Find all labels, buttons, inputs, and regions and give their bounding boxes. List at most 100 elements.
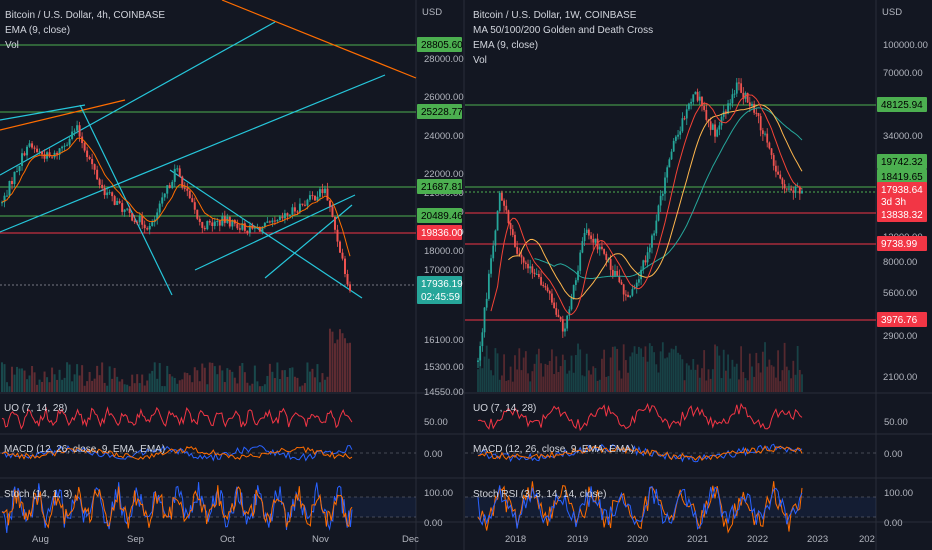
- left-candle: [158, 203, 161, 213]
- left-volume-bar: [86, 381, 89, 392]
- right-volume-bar: [766, 366, 769, 392]
- left-volume-bar: [126, 384, 129, 392]
- right-volume-bar: [535, 354, 538, 392]
- left-candle: [263, 222, 266, 227]
- right-candle: [540, 277, 542, 285]
- left-volume-bar: [271, 371, 274, 392]
- left-volume-bar: [6, 382, 9, 392]
- left-volume-bar: [326, 376, 329, 392]
- right-volume-bar: [653, 352, 656, 392]
- left-volume-bar: [168, 374, 171, 392]
- right-price-tag: 17938.64: [881, 185, 923, 196]
- left-time-axis[interactable]: Aug Sep Oct Nov Dec: [32, 534, 419, 545]
- right-volume-bar: [492, 375, 495, 392]
- left-time-label: Sep: [127, 534, 144, 545]
- left-volume-bar: [266, 375, 269, 392]
- left-price-tag: 17936.19: [421, 279, 463, 290]
- right-volume-bar: [642, 356, 645, 392]
- right-volume-bar: [655, 364, 658, 392]
- left-candle: [16, 171, 19, 173]
- right-volume-bar: [635, 353, 638, 392]
- right-volume-bar: [498, 379, 501, 392]
- right-volume-bar: [670, 348, 673, 392]
- right-chart-pane[interactable]: [465, 77, 876, 392]
- right-signal-line: [477, 445, 803, 462]
- left-volume-bar: [231, 371, 234, 392]
- right-candle: [777, 171, 779, 175]
- left-uo-tick-50: 50.00: [424, 417, 448, 428]
- right-candle: [775, 165, 777, 172]
- right-volume-bar: [485, 345, 488, 392]
- left-candle: [23, 153, 26, 156]
- right-volume-bar: [561, 354, 564, 392]
- left-volume-bar: [333, 343, 336, 392]
- left-candle: [116, 201, 119, 205]
- right-candle: [716, 129, 719, 137]
- left-volume-bar: [71, 381, 74, 392]
- right-volume-bar: [674, 345, 677, 392]
- left-candle: [43, 154, 46, 159]
- right-price-tick: 2900.00: [883, 331, 917, 342]
- right-legend-title: Bitcoin / U.S. Dollar, 1W, COINBASE: [473, 10, 637, 21]
- right-price-tick: 8000.00: [883, 257, 917, 268]
- right-candle: [483, 307, 486, 333]
- right-candle: [587, 229, 590, 236]
- right-volume-bar: [698, 377, 701, 392]
- right-uo-tick-50: 50.00: [884, 417, 908, 428]
- right-candle: [487, 273, 490, 299]
- left-chart-pane[interactable]: [0, 0, 417, 392]
- right-candle: [746, 92, 749, 103]
- right-volume-bar: [620, 378, 623, 392]
- left-candle: [346, 273, 349, 285]
- left-volume-bar: [26, 379, 29, 392]
- left-candle: [286, 213, 289, 216]
- right-candle: [568, 309, 571, 316]
- right-volume-bar: [564, 359, 566, 392]
- left-trendlines[interactable]: [0, 0, 417, 299]
- right-candle: [714, 124, 716, 137]
- right-time-axis[interactable]: 2018 2019 2020 2021 2022 2023 202: [505, 534, 875, 545]
- right-candle: [685, 109, 688, 119]
- left-candle: [38, 151, 41, 153]
- left-volume-bar: [106, 385, 109, 392]
- left-volume-bar: [183, 372, 186, 392]
- right-volume-bar: [609, 357, 612, 392]
- right-candle: [785, 188, 788, 190]
- left-volume-bar: [221, 370, 224, 392]
- right-volume-bar: [598, 379, 601, 392]
- left-volume-bar: [133, 383, 136, 392]
- left-candle: [96, 169, 99, 180]
- right-candle: [611, 269, 614, 276]
- right-stoch-band: [465, 497, 876, 517]
- left-volume-bar: [16, 366, 19, 392]
- left-volume-bar: [241, 363, 244, 392]
- right-price-tag-bg: [877, 312, 927, 327]
- left-candle: [181, 176, 184, 188]
- left-price-tag: 21687.81: [421, 182, 463, 193]
- left-price-tick: 15300.00: [424, 362, 464, 373]
- right-volume-bar: [755, 352, 758, 392]
- right-candle: [592, 238, 595, 243]
- right-volume-bar: [503, 354, 505, 392]
- left-volume-bar: [123, 384, 126, 392]
- left-candle: [313, 195, 316, 201]
- right-candle: [557, 314, 560, 318]
- left-volume-bar: [336, 339, 339, 392]
- right-candle: [618, 275, 621, 283]
- left-volume-bar: [3, 364, 6, 392]
- left-volume-bar: [113, 367, 116, 392]
- right-volume-bar: [788, 370, 790, 392]
- right-volume-bar: [614, 346, 616, 392]
- right-candle: [672, 140, 675, 152]
- right-volume-bar: [757, 363, 760, 392]
- right-candle: [496, 210, 499, 231]
- right-candle: [742, 92, 745, 99]
- left-volume-bar: [148, 373, 151, 392]
- right-candle: [759, 116, 762, 131]
- right-volume-bar: [487, 358, 490, 392]
- right-candle: [679, 131, 682, 135]
- right-candle: [735, 82, 738, 94]
